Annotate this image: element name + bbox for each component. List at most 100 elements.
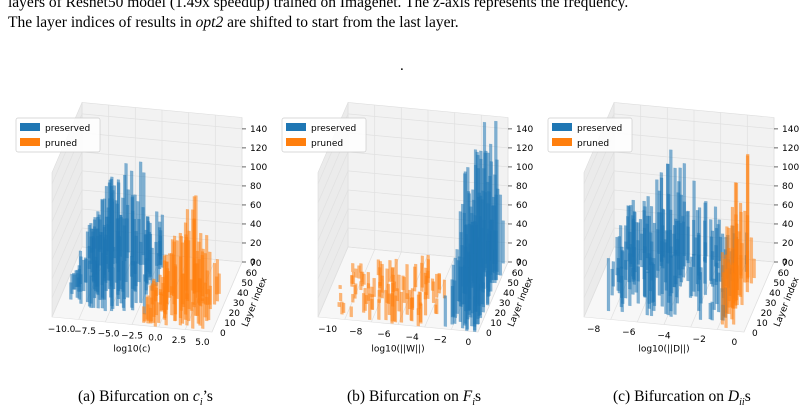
preserved-bar — [460, 203, 465, 329]
pruned-bar — [420, 262, 424, 292]
preserved-bar — [606, 257, 611, 312]
y-tick-label: 0 — [220, 329, 226, 339]
z-tick-label: 100 — [782, 163, 799, 173]
legend-label-preserved: preserved — [577, 124, 622, 134]
x-tick-label: −4 — [657, 332, 671, 342]
preserved-bar — [631, 267, 635, 295]
y-tick-label: 70 — [782, 259, 794, 269]
pruned-bar — [380, 279, 384, 299]
y-tick-label: 20 — [761, 309, 773, 319]
y-tick-label: 10 — [756, 319, 768, 329]
pruned-bar — [720, 252, 725, 325]
legend-label-pruned: pruned — [45, 139, 77, 149]
pruned-bar — [740, 242, 744, 306]
preserved-bar — [655, 179, 659, 278]
legend-label-pruned: pruned — [577, 139, 609, 149]
y-tick-label: 40 — [503, 289, 515, 299]
legend: preserved pruned — [15, 117, 101, 153]
pruned-bar — [416, 308, 420, 327]
z-tick-label: 120 — [782, 144, 799, 154]
preserved-bar — [493, 249, 497, 284]
z-tick-label: 140 — [516, 125, 533, 135]
y-tick-label: 70 — [516, 259, 528, 269]
preserved-bar — [82, 259, 86, 292]
y-tick-label: 60 — [246, 269, 258, 279]
legend-swatch-pruned — [286, 138, 306, 146]
preserved-bar — [501, 220, 505, 264]
pruned-bar — [410, 297, 414, 322]
preserved-bar — [79, 256, 83, 304]
pruned-bar — [405, 293, 409, 315]
z-tick-label: 60 — [782, 201, 794, 211]
pruned-bar — [423, 291, 428, 316]
pruned-bar — [390, 295, 394, 324]
preserved-bar — [475, 283, 480, 325]
pruned-bar — [384, 289, 388, 321]
x-tick-label: 0.0 — [148, 334, 163, 344]
legend-swatch-preserved — [286, 123, 306, 131]
z-tick-label: 100 — [516, 163, 533, 173]
z-tick-label: 140 — [782, 125, 799, 135]
pruned-bar — [159, 291, 163, 312]
preserved-bar — [103, 239, 107, 312]
y-tick-label: 40 — [769, 289, 781, 299]
x-tick-label: −7.5 — [74, 327, 96, 337]
pruned-bar — [349, 306, 353, 318]
pruned-bar — [435, 273, 439, 298]
z-tick-label: 0 — [782, 258, 788, 268]
y-tick-label: 30 — [499, 299, 511, 309]
y-tick-label: 0 — [486, 329, 492, 339]
preserved-bar — [481, 282, 485, 313]
pruned-bar — [397, 274, 401, 312]
pruned-bar — [402, 276, 406, 304]
pruned-bar — [413, 266, 417, 292]
z-tick-label: 0 — [250, 258, 256, 268]
preserved-bar — [643, 246, 647, 298]
z-tick-label: 20 — [250, 239, 262, 249]
z-tick-label: 40 — [782, 220, 794, 230]
z-tick-label: 40 — [250, 220, 262, 230]
preserved-bar — [119, 216, 123, 304]
pruned-bar — [752, 258, 756, 279]
preserved-bar — [498, 194, 503, 276]
preserved-bar — [649, 205, 654, 317]
pruned-bar — [724, 268, 728, 329]
preserved-bar — [100, 199, 105, 309]
preserved-bar — [470, 212, 474, 327]
x-tick-label: −8 — [349, 328, 363, 338]
pruned-bar — [377, 299, 381, 320]
pruned-bar — [393, 295, 398, 323]
pruned-bar — [198, 278, 202, 326]
pruned-bar — [191, 301, 195, 329]
legend-swatch-preserved — [552, 123, 572, 131]
pruned-bar — [368, 293, 372, 321]
subfigure-c: 0 20 40 60 80 100 120 140 0 10 20 30 40 50 60 70 −8 −6 −4−… — [544, 102, 806, 354]
legend: preserved pruned — [281, 117, 367, 153]
x-tick-label: −6 — [377, 330, 391, 340]
preserved-bar — [688, 266, 693, 298]
z-tick-label: 120 — [516, 144, 533, 154]
pruned-bar — [749, 237, 754, 284]
pruned-bar — [337, 301, 341, 308]
preserved-bar — [716, 272, 721, 313]
z-tick-label: 60 — [516, 201, 528, 211]
preserved-bar — [130, 260, 135, 311]
preserved-bar — [698, 271, 703, 321]
preserved-bar — [69, 282, 73, 300]
z-tick-label: 20 — [782, 239, 794, 249]
pruned-bar — [361, 292, 366, 313]
preserved-bar — [636, 266, 640, 304]
grid-line — [370, 107, 402, 323]
x-tick-label: −2.5 — [121, 332, 143, 342]
y-tick-label: 30 — [233, 299, 245, 309]
subcaption-a: (a) Bifurcation on ci’s — [78, 388, 213, 409]
stray-dot: . — [400, 58, 404, 74]
preserved-bar — [710, 301, 714, 321]
x-tick-label: −10.0 — [48, 325, 76, 335]
x-tick-label: −2 — [434, 335, 447, 345]
preserved-bar — [686, 226, 690, 282]
y-tick-label: 70 — [250, 259, 262, 269]
pruned-bar — [354, 268, 358, 278]
grid-line — [424, 112, 456, 328]
